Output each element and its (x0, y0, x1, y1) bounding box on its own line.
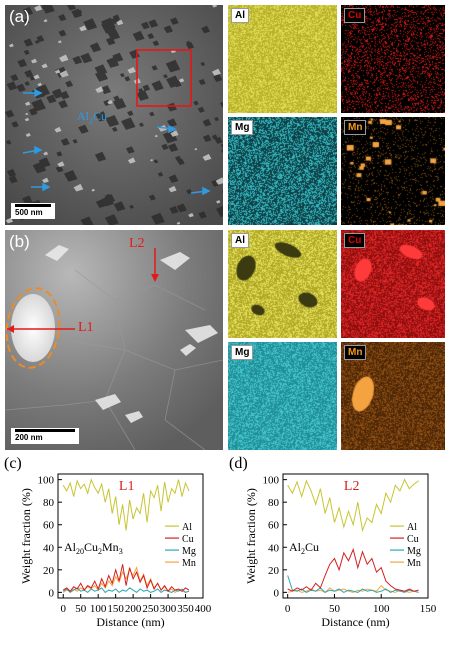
y-tick-label: 20 (268, 565, 280, 577)
map-label: Mg (231, 120, 254, 135)
y-tick-label: 60 (268, 520, 280, 532)
x-tick-label: 0 (60, 603, 66, 615)
map-a-mn: Mn (341, 117, 445, 225)
y-tick-label: 40 (268, 542, 280, 554)
x-tick-label: 300 (160, 603, 177, 615)
x-tick-label: 50 (329, 603, 341, 615)
map-label: Mg (231, 345, 254, 360)
plot-frame (282, 473, 429, 599)
sem-image-b: (b) L1 L2 200 nm (5, 230, 223, 450)
series-line-cu (287, 547, 419, 592)
y-tick-label: 20 (43, 565, 55, 577)
roi-box (136, 49, 192, 107)
series-line-mn (287, 584, 419, 594)
series-line-al (287, 478, 419, 533)
line-l2-label: L2 (129, 236, 145, 251)
x-axis-label: Distance (nm) (321, 615, 389, 629)
map-a-mg: Mg (228, 117, 337, 225)
map-b-mg: Mg (228, 342, 337, 450)
y-tick-label: 100 (38, 475, 55, 487)
y-tick-label: 60 (43, 520, 55, 532)
legend-label: Mn (407, 558, 421, 569)
legend-label: Al (182, 522, 192, 533)
panel-label: (d) (229, 455, 248, 472)
map-b-al: Al (228, 230, 337, 338)
x-tick-label: 100 (373, 603, 390, 615)
map-a-al: Al (228, 5, 337, 113)
x-tick-label: 150 (107, 603, 124, 615)
map-label: Cu (344, 8, 366, 23)
map-b-mn: Mn (341, 342, 445, 450)
series-line-mg (287, 575, 419, 594)
line-l1-label: L1 (78, 320, 94, 335)
y-tick-label: 100 (263, 475, 280, 487)
legend-label: Mg (407, 546, 421, 557)
line-chart-d: (d) 0 20 40 60 80 100 0 50 100 150 Distance (nm) Wei… (229, 455, 437, 629)
y-tick-label: 40 (43, 542, 55, 554)
panel-label: (c) (4, 455, 22, 472)
phase-label: Al20Cu2Mn3 (64, 540, 123, 556)
plot-frame (57, 473, 204, 599)
x-tick-label: 100 (90, 603, 107, 615)
map-label: Al (231, 8, 249, 23)
x-tick-label: 50 (75, 603, 87, 615)
y-tick-label: 80 (268, 497, 280, 509)
y-tick-label: 80 (43, 497, 55, 509)
panel-b-label: (b) (9, 232, 30, 251)
series-line-al (62, 478, 190, 531)
x-tick-label: 350 (177, 603, 194, 615)
legend-label: Mn (182, 558, 196, 569)
series-line-cu (62, 564, 190, 593)
y-tick-label: 0 (49, 587, 55, 599)
sem-image-a: (a) Al2Cu 500 nm (5, 5, 223, 225)
line-annotation: L2 (344, 479, 360, 494)
y-tick-label: 0 (274, 587, 280, 599)
x-tick-label: 0 (285, 603, 291, 615)
map-label: Cu (344, 233, 366, 248)
legend-label: Al (407, 522, 417, 533)
map-a-cu: Cu (341, 5, 445, 113)
scale-bar-a: 500 nm (11, 203, 55, 219)
map-b-cu: Cu (341, 230, 445, 338)
map-label: Al (231, 233, 249, 248)
panel-a-label: (a) (9, 7, 30, 26)
x-tick-label: 400 (195, 603, 212, 615)
phase-label: Al2Cu (289, 540, 319, 556)
x-tick-label: 200 (125, 603, 142, 615)
x-tick-label: 150 (420, 603, 437, 615)
x-tick-label: 250 (142, 603, 159, 615)
x-axis-label: Distance (nm) (96, 615, 164, 629)
legend-label: Mg (182, 546, 196, 557)
phase-label-a: Al2Cu (77, 109, 108, 126)
line-annotation: L1 (119, 479, 135, 494)
y-axis-label: Weight fraction (%) (244, 488, 258, 584)
legend-label: Cu (182, 534, 194, 545)
map-label: Mn (344, 345, 367, 360)
legend-label: Cu (407, 534, 419, 545)
y-axis-label: Weight fraction (%) (19, 488, 33, 584)
map-label: Mn (344, 120, 367, 135)
scale-bar-b: 200 nm (11, 428, 79, 444)
